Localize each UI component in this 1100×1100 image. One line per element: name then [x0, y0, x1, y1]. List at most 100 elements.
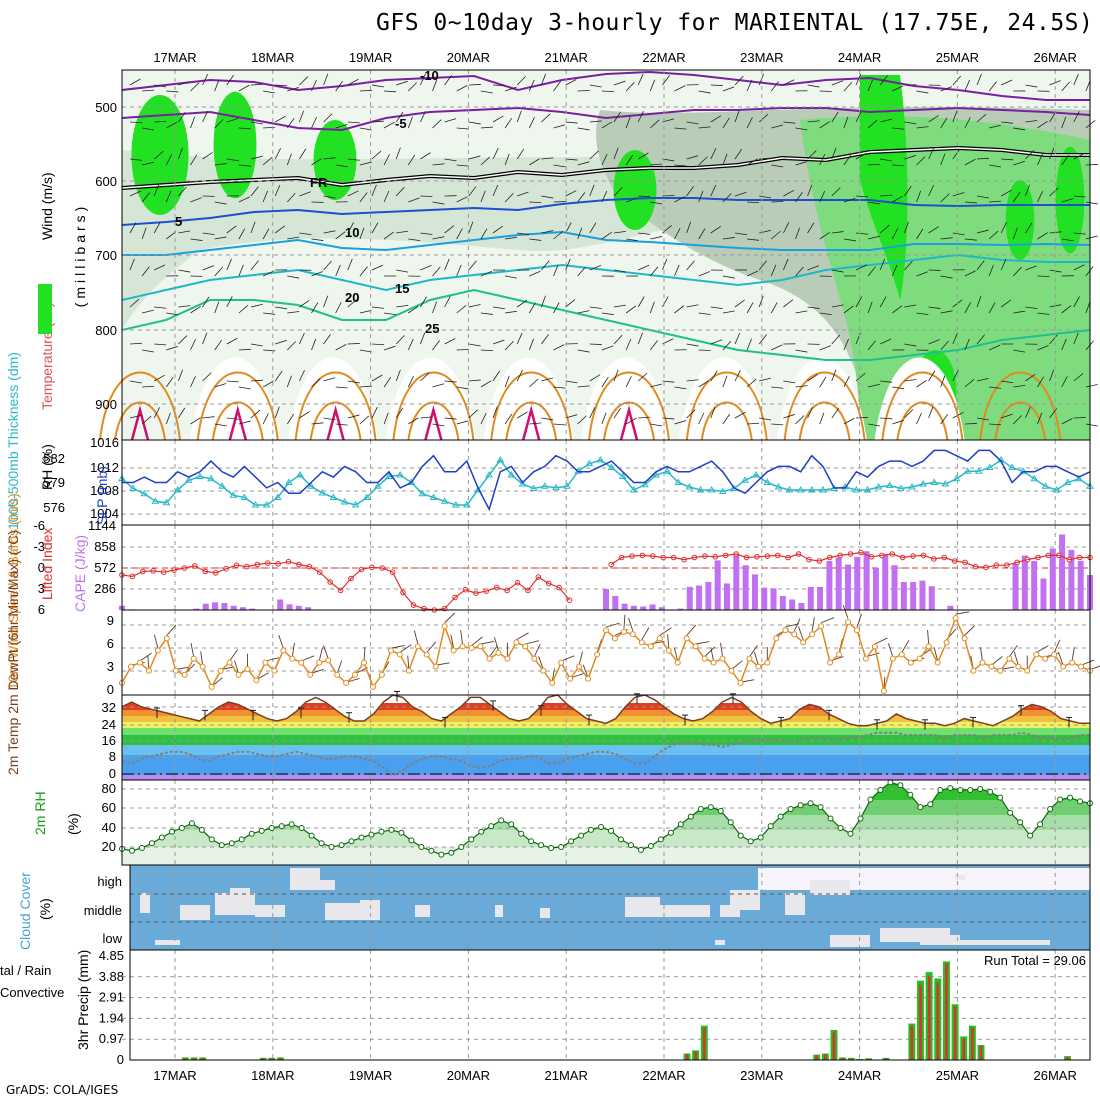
wind-barb [238, 196, 250, 203]
wind-barb [625, 154, 634, 166]
wind-barb [347, 158, 360, 161]
wind-speed-point [1051, 651, 1058, 658]
wind-barb [807, 374, 818, 382]
cape-bar [1059, 534, 1066, 610]
wind-barb-10m [153, 634, 159, 649]
wind-barb [807, 265, 819, 271]
ylabel-part: Wind (m/s) [39, 172, 55, 240]
temperature-contour-25 [392, 371, 475, 441]
wind-barb-10m [785, 623, 799, 628]
wind-barb [686, 221, 692, 234]
wind-barb [916, 126, 929, 129]
wind-speed-point [943, 639, 950, 646]
wind-barb [250, 155, 263, 160]
temperature-contour [121, 253, 1090, 301]
thickness-point [552, 483, 560, 491]
wind-barb [492, 306, 505, 310]
rh-point [258, 827, 265, 834]
wind-barb [831, 369, 837, 382]
rh-point [178, 825, 185, 831]
ylabel-temp: 2m Temp 2m DewPt (6hr Min/Max) (°C) [5, 530, 21, 775]
wind-barb [843, 198, 856, 203]
wind-barb-10m [605, 622, 620, 628]
wind-speed-point [755, 663, 762, 670]
wind-barb [359, 266, 368, 277]
wind-barb [988, 302, 996, 314]
wind-barb [819, 153, 826, 166]
thickness-point [207, 474, 215, 482]
wind-speed-point [1033, 651, 1040, 658]
wind-barb [601, 231, 613, 240]
wind-barb [1049, 80, 1061, 86]
wind-barb [444, 158, 457, 162]
rh-point [598, 824, 605, 831]
wind-barb [1025, 150, 1035, 160]
thickness-point [685, 483, 694, 490]
wind-barb [964, 423, 977, 425]
wind-speed-point [836, 651, 843, 658]
wind-barb [480, 126, 493, 129]
wind-barb [153, 150, 164, 160]
wind-barb-10m [301, 655, 315, 662]
wind-barb [819, 121, 831, 129]
wind-barb-10m [322, 645, 329, 659]
wind-barb [916, 271, 928, 277]
wind-barb [480, 413, 487, 425]
wind-barb [674, 420, 687, 425]
wind-tick: 3 [107, 659, 114, 674]
precip-tick: 0 [117, 1052, 124, 1067]
wind-barb [722, 340, 732, 351]
wind-speed-point [979, 659, 986, 666]
cape-bar [761, 587, 768, 610]
wind-barb [795, 266, 804, 277]
cloud-block [415, 905, 430, 917]
wind-barb [686, 121, 699, 125]
temperature-contour [121, 70, 1090, 101]
wind-speed-point [405, 667, 412, 674]
wind-barb [505, 310, 518, 314]
wind-barb [577, 310, 590, 314]
precip-convective-bar [927, 976, 931, 1060]
cloud-block [325, 903, 360, 920]
temp-band [122, 735, 1090, 745]
wind-barb [686, 186, 694, 197]
cloud-block [495, 905, 503, 917]
wind-barb [408, 417, 419, 425]
pressure-tick: 700 [95, 248, 117, 263]
cape-bar [221, 603, 228, 610]
wind-barb [335, 264, 341, 277]
rh-point [1047, 806, 1054, 812]
wind-barb [1025, 184, 1031, 197]
wind-barb [843, 154, 852, 166]
rh-point [498, 817, 505, 824]
wind-barb-10m [927, 630, 930, 645]
thickness-point [496, 456, 505, 463]
wind-barb [565, 158, 578, 161]
precip-convective-bar [979, 1046, 983, 1060]
temperature-contour-25-inner [114, 401, 166, 441]
wind-barb [1013, 349, 1026, 353]
wind-barb [807, 120, 820, 123]
temperature-contour-25-inner [407, 401, 460, 441]
precip-convective-bar [910, 1025, 914, 1060]
wind-barb [1001, 158, 1014, 161]
wind-barb [613, 304, 626, 308]
wind-barb-10m [964, 625, 975, 636]
precip-convective-bar [261, 1058, 265, 1060]
wind-barb [601, 345, 614, 351]
wind-barb [880, 118, 892, 123]
wind-speed-point [871, 643, 878, 650]
freezing-contour [121, 147, 1090, 189]
wind-barb [456, 420, 469, 425]
rh-point [687, 813, 694, 820]
wind-barb-10m [494, 637, 499, 651]
wind-barb [928, 226, 939, 234]
wind-speed-point [414, 643, 421, 650]
wind-speed-point [127, 663, 134, 670]
cape-bar [928, 586, 935, 610]
wind-barb [383, 376, 392, 388]
date-label-top: 25MAR [936, 50, 979, 65]
cape-bar [770, 588, 777, 610]
wind-barb [480, 270, 493, 277]
wind-barb [214, 201, 227, 205]
